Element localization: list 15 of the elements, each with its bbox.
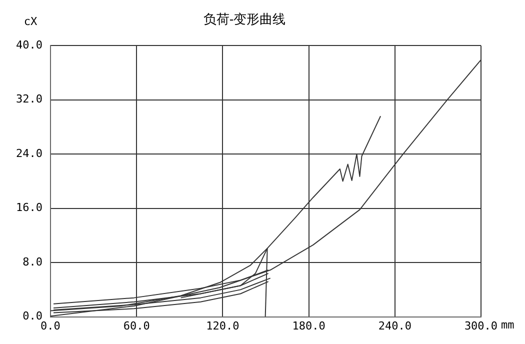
y-tick-label: 16.0 (16, 201, 42, 214)
x-axis-title: mm (501, 318, 515, 332)
x-tick-label: 180.0 (292, 319, 326, 332)
y-tick-label: 32.0 (16, 92, 42, 106)
x-tick-label: 0.0 (40, 319, 60, 332)
x-tick-label: 120.0 (206, 319, 240, 332)
x-tick-label: 300.0 (464, 319, 498, 332)
x-tick-label: 60.0 (123, 319, 150, 332)
chart-title: 负荷-变形曲线 (203, 11, 286, 26)
y-axis-title: cX (24, 14, 38, 28)
x-tick-label: 240.0 (378, 319, 412, 332)
y-tick-label: 8.0 (22, 255, 42, 268)
y-tick-label: 0.0 (22, 310, 42, 323)
y-tick-label: 24.0 (16, 146, 42, 160)
y-tick-label: 40.0 (16, 38, 42, 52)
